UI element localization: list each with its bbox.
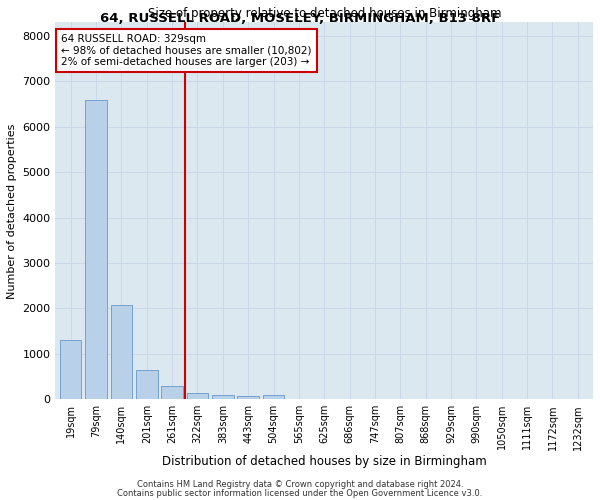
Text: 64 RUSSELL ROAD: 329sqm
← 98% of detached houses are smaller (10,802)
2% of semi: 64 RUSSELL ROAD: 329sqm ← 98% of detache… (61, 34, 311, 67)
Text: Contains public sector information licensed under the Open Government Licence v3: Contains public sector information licen… (118, 488, 482, 498)
Title: Size of property relative to detached houses in Birmingham: Size of property relative to detached ho… (148, 7, 501, 20)
Bar (263, 394, 284, 399)
Text: 64, RUSSELL ROAD, MOSELEY, BIRMINGHAM, B13 8RF: 64, RUSSELL ROAD, MOSELEY, BIRMINGHAM, B… (100, 12, 500, 26)
Bar (212, 394, 233, 399)
Bar (161, 386, 183, 399)
Bar (60, 340, 82, 399)
Y-axis label: Number of detached properties: Number of detached properties (7, 123, 17, 298)
Bar (136, 370, 158, 399)
Bar (238, 396, 259, 399)
Text: Contains HM Land Registry data © Crown copyright and database right 2024.: Contains HM Land Registry data © Crown c… (137, 480, 463, 489)
Bar (187, 393, 208, 399)
X-axis label: Distribution of detached houses by size in Birmingham: Distribution of detached houses by size … (162, 455, 487, 468)
Bar (110, 305, 132, 399)
Bar (85, 100, 107, 399)
